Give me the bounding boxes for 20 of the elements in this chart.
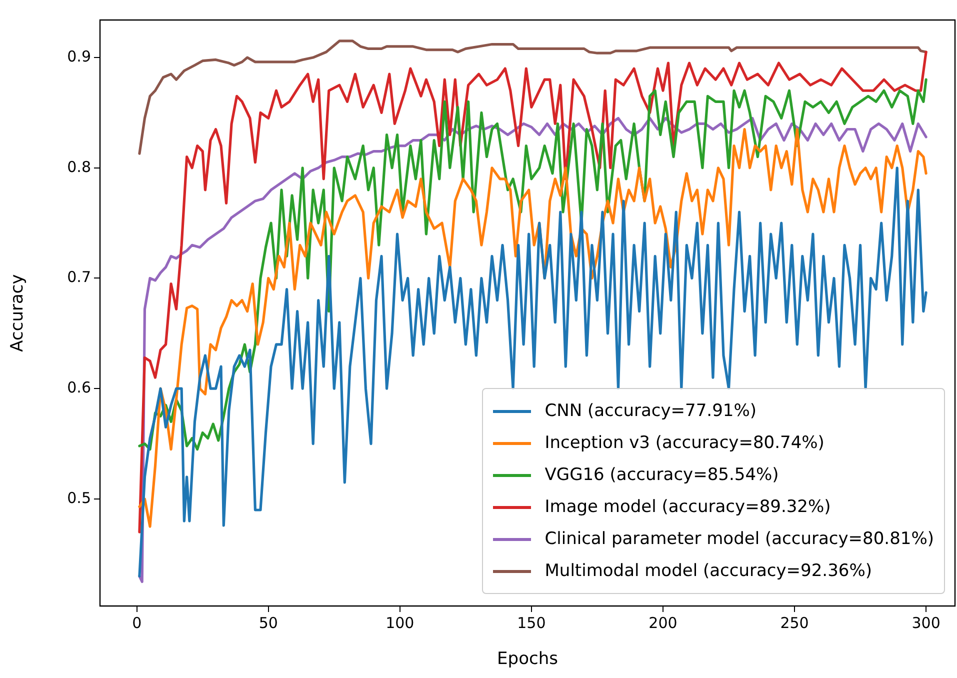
x-tick-label: 300 (912, 614, 940, 632)
y-tick-label: 0.7 (67, 268, 91, 286)
y-tick-label: 0.9 (67, 47, 91, 66)
legend-label: CNN (accuracy=77.91%) (544, 401, 757, 421)
legend-label: VGG16 (accuracy=85.54%) (544, 465, 779, 485)
x-tick-label: 100 (386, 614, 414, 632)
x-tick-label: 200 (648, 614, 678, 632)
legend-label: Multimodal model (accuracy=92.36%) (544, 561, 872, 581)
legend-label: Image model (accuracy=89.32%) (544, 497, 831, 517)
legend-label: Clinical parameter model (accuracy=80.81%) (544, 529, 934, 549)
y-tick-label: 0.5 (67, 488, 91, 507)
x-tick-label: 250 (780, 614, 809, 632)
legend-label: Inception v3 (accuracy=80.74%) (544, 433, 824, 453)
y-axis-title: Accuracy (8, 274, 28, 352)
x-tick-label: 0 (132, 614, 142, 632)
x-tick-label: 50 (258, 614, 278, 632)
x-axis-title: Epochs (497, 649, 558, 670)
y-tick-label: 0.6 (67, 378, 91, 396)
x-tick-label: 150 (517, 614, 546, 632)
y-tick-label: 0.8 (67, 158, 91, 176)
